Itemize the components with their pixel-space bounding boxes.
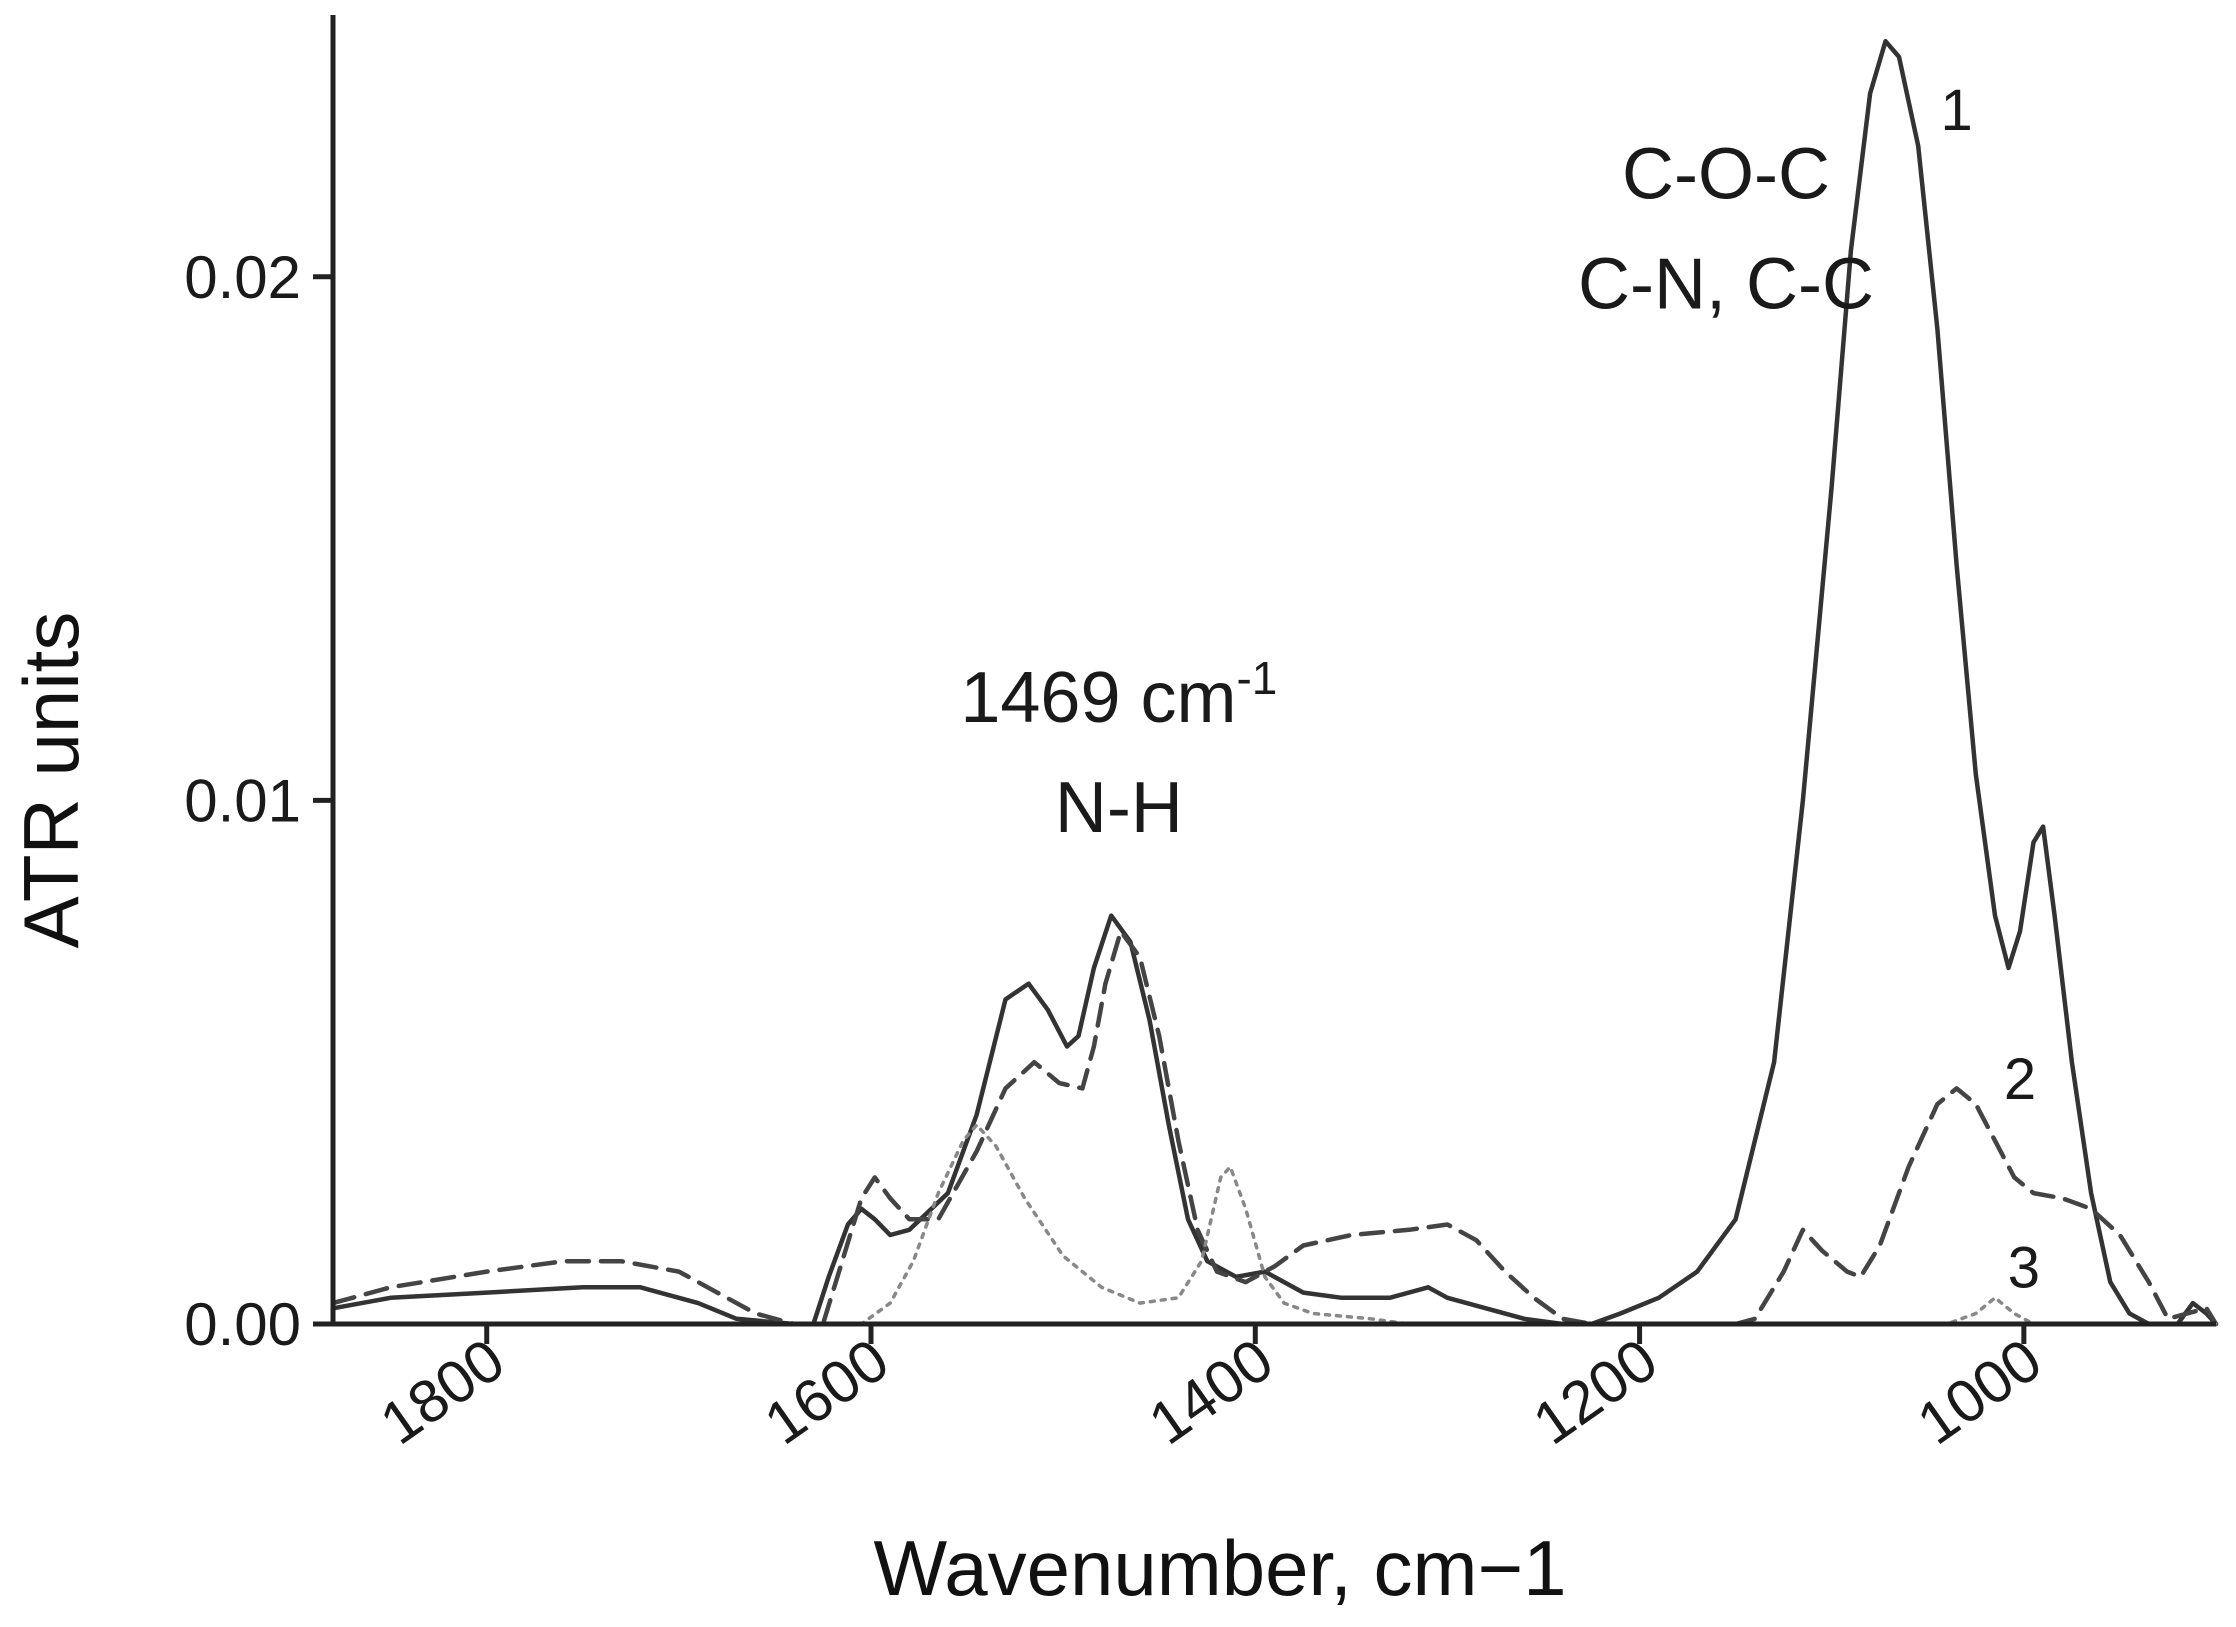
y-tick-label: 0.02	[184, 244, 301, 311]
annotation-1-line2: N-H	[1055, 768, 1183, 848]
annotation-2-line1: C-O-C	[1622, 134, 1830, 214]
annotation-superscript: -1	[1236, 652, 1277, 704]
series-2-line	[330, 929, 2219, 1327]
series-1-label: 1	[1940, 78, 1972, 143]
y-tick-label: 0.01	[184, 767, 301, 834]
annotation-1-line1: 1469 cm-1	[960, 652, 1277, 738]
x-tick-label: 1600	[753, 1326, 901, 1457]
annotations: 1469 cm-1 N-H C-O-C C-N, C-C	[960, 134, 1874, 848]
x-axis-label: Wavenumber, cm−1	[874, 1524, 1567, 1612]
y-axis-label: ATR units	[7, 612, 95, 949]
annotation-2-line2: C-N, C-C	[1578, 244, 1874, 324]
y-ticks: 0.00 0.01 0.02	[184, 244, 333, 1358]
y-tick-label: 0.00	[184, 1291, 301, 1358]
x-tick-label: 1800	[368, 1326, 516, 1457]
x-tick-label: 1000	[1906, 1326, 2054, 1457]
series-2-label: 2	[2004, 1047, 2036, 1112]
series-3-line	[792, 1123, 2218, 1326]
series-1-line	[330, 38, 2219, 1327]
x-ticks: 1800 1600 1400 1200 1000	[368, 1324, 2053, 1457]
series-labels: 1 2 3	[1940, 78, 2040, 1300]
series-lines	[330, 38, 2219, 1327]
x-tick-label: 1400	[1137, 1326, 1285, 1457]
x-tick-label: 1200	[1521, 1326, 1669, 1457]
series-3-label: 3	[2008, 1235, 2040, 1300]
